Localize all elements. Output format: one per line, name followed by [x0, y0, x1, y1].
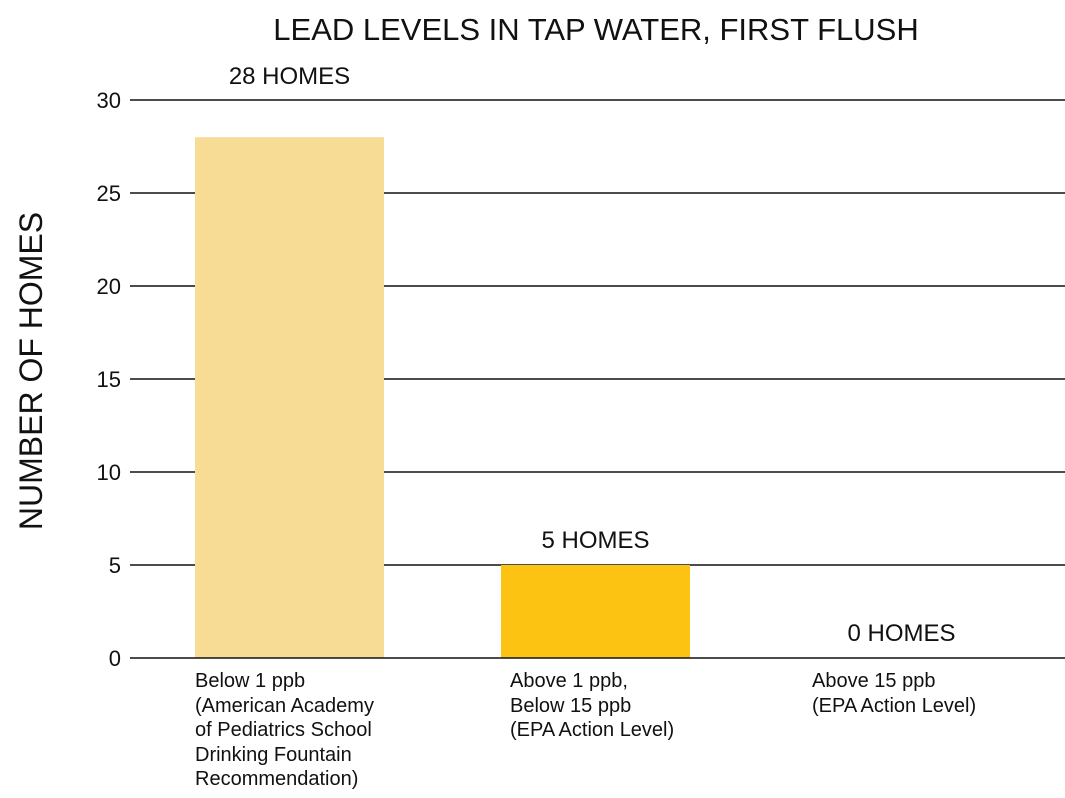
data-label-2: 5 HOMES [541, 527, 649, 554]
y-tick-label: 10 [97, 460, 121, 485]
y-axis-ticks: 0 5 10 15 20 25 30 [97, 88, 121, 671]
data-labels: 28 HOMES 5 HOMES 0 HOMES [229, 63, 956, 647]
bar-2 [501, 565, 690, 658]
bar-1 [195, 137, 384, 658]
data-label-3: 0 HOMES [847, 620, 955, 647]
chart-title: LEAD LEVELS IN TAP WATER, FIRST FLUSH [273, 12, 918, 47]
bars [195, 137, 690, 658]
y-tick-label: 30 [97, 88, 121, 113]
data-label-1: 28 HOMES [229, 63, 350, 90]
y-axis-label: NUMBER OF HOMES [13, 212, 49, 530]
y-tick-label: 20 [97, 274, 121, 299]
y-tick-label: 25 [97, 181, 121, 206]
y-tick-label: 5 [109, 553, 121, 578]
y-tick-label: 0 [109, 646, 121, 671]
y-tick-label: 15 [97, 367, 121, 392]
